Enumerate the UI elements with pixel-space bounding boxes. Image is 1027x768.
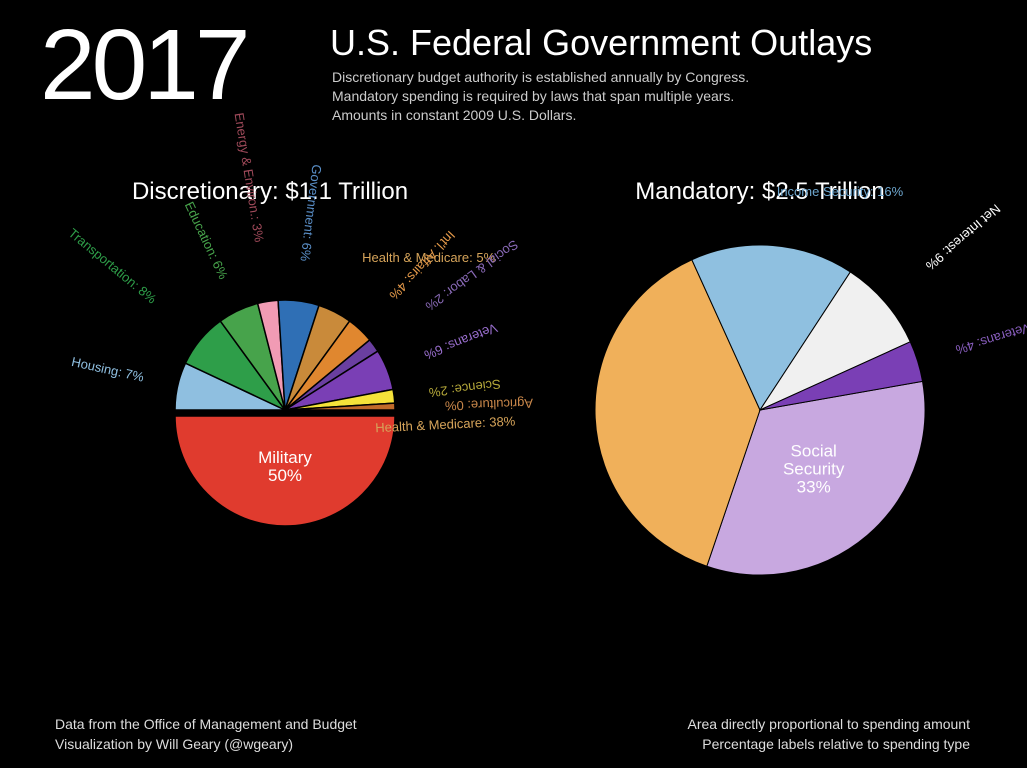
mandatory-pie-chart: SocialSecurity33%Health & Medicare: 38%I… xyxy=(0,0,1027,768)
slice-label: Income Security: 16% xyxy=(777,184,904,199)
slice-label: Net Interest: 9% xyxy=(923,201,1004,273)
slice-label: Health & Medicare: 38% xyxy=(375,413,516,435)
footer-right: Area directly proportional to spending a… xyxy=(687,715,970,754)
footer-left: Data from the Office of Management and B… xyxy=(55,715,357,754)
slice-label: Veterans: 4% xyxy=(954,320,1027,357)
